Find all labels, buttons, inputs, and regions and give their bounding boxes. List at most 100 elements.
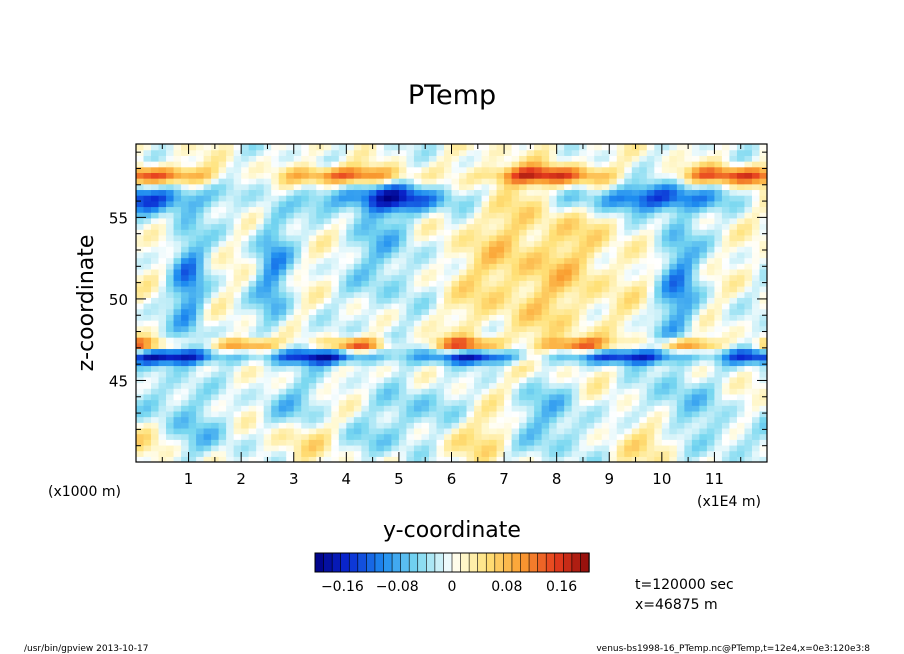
heatmap-cell	[496, 308, 505, 315]
heatmap-cell	[256, 325, 265, 332]
heatmap-cell	[293, 240, 302, 247]
heatmap-cell	[519, 200, 528, 208]
heatmap-cell	[564, 388, 573, 395]
heatmap-cell	[571, 410, 580, 418]
heatmap-cell	[721, 376, 731, 384]
heatmap-cell	[136, 291, 145, 298]
heatmap-cell	[564, 359, 573, 367]
heatmap-cell	[699, 285, 708, 293]
heatmap-cell	[188, 274, 197, 281]
heatmap-cell	[211, 178, 220, 185]
heatmap-cell	[286, 217, 295, 225]
heatmap-cell	[383, 251, 392, 259]
heatmap-cell	[571, 427, 580, 435]
colorbar-swatch	[511, 552, 522, 573]
heatmap-cell	[699, 206, 708, 213]
heatmap-cell	[699, 161, 708, 168]
heatmap-cell	[549, 297, 558, 304]
heatmap-cell	[729, 303, 738, 310]
heatmap-cell	[676, 427, 685, 435]
heatmap-cell	[699, 382, 708, 389]
heatmap-cell	[474, 297, 483, 304]
x-tick-label: 1	[184, 470, 194, 488]
heatmap-cell	[203, 308, 212, 315]
heatmap-cell	[233, 359, 242, 367]
colorbar-swatch	[563, 552, 573, 573]
heatmap-cell	[729, 274, 738, 281]
heatmap-cell	[474, 195, 483, 202]
heatmap-cell	[684, 439, 693, 446]
heatmap-cell	[391, 274, 400, 281]
heatmap-cell	[556, 337, 565, 344]
heatmap-cell	[196, 427, 205, 435]
heatmap-cell	[579, 450, 588, 457]
heatmap-cell	[166, 144, 175, 151]
heatmap-cell	[443, 274, 453, 281]
heatmap-cell	[549, 365, 558, 372]
heatmap-cell	[173, 257, 182, 264]
heatmap-cell	[346, 433, 355, 440]
heatmap-cell	[721, 274, 731, 281]
heatmap-cell	[714, 212, 723, 219]
heatmap-cell	[744, 189, 753, 196]
heatmap-cell	[256, 354, 265, 361]
heatmap-cell	[534, 149, 543, 156]
heatmap-cell	[211, 308, 220, 315]
heatmap-cell	[466, 172, 475, 179]
heatmap-cell	[256, 433, 265, 440]
heatmap-cell	[353, 172, 362, 179]
heatmap-cell	[586, 314, 595, 321]
heatmap-cell	[263, 314, 272, 321]
heatmap-cell	[691, 251, 700, 259]
heatmap-cell	[406, 257, 415, 264]
heatmap-cell	[721, 433, 731, 440]
heatmap-cell	[691, 280, 700, 287]
heatmap-cell	[519, 422, 528, 429]
heatmap-cell	[263, 200, 272, 208]
heatmap-cell	[489, 183, 498, 191]
heatmap-cell	[226, 427, 235, 435]
heatmap-cell	[639, 195, 648, 202]
heatmap-cell	[376, 280, 385, 287]
heatmap-cell	[571, 189, 580, 196]
heatmap-cell	[436, 354, 445, 361]
heatmap-cell	[616, 439, 625, 446]
heatmap-cell	[248, 433, 257, 440]
heatmap-cell	[489, 416, 498, 423]
heatmap-cell	[616, 274, 625, 281]
heatmap-cell	[233, 166, 242, 173]
heatmap-cell	[564, 427, 573, 435]
heatmap-cell	[203, 212, 212, 219]
heatmap-cell	[428, 274, 438, 281]
heatmap-cell	[263, 320, 272, 327]
heatmap-cell	[338, 399, 347, 406]
heatmap-cell	[421, 371, 430, 378]
heatmap-cell	[511, 427, 520, 435]
heatmap-cell	[376, 354, 385, 361]
heatmap-cell	[301, 450, 310, 457]
heatmap-cell	[361, 280, 370, 287]
heatmap-cell	[211, 257, 220, 264]
heatmap-cell	[489, 314, 498, 321]
heatmap-cell	[136, 354, 145, 361]
heatmap-cell	[744, 195, 753, 202]
heatmap-cell	[646, 172, 655, 179]
heatmap-cell	[406, 291, 415, 298]
heatmap-cell	[143, 371, 152, 378]
heatmap-cell	[601, 240, 610, 247]
heatmap-cell	[158, 257, 167, 264]
heatmap-cell	[729, 217, 738, 225]
heatmap-cell	[534, 200, 543, 208]
heatmap-cell	[451, 268, 460, 276]
heatmap-cell	[661, 206, 670, 213]
heatmap-cell	[489, 354, 498, 361]
heatmap-cell	[609, 371, 618, 378]
heatmap-cell	[143, 354, 152, 361]
footer-right: venus-bs1998-16_PTemp.nc@PTemp,t=12e4,x=…	[596, 644, 870, 654]
heatmap-cell	[624, 320, 633, 327]
heatmap-cell	[744, 234, 753, 242]
heatmap-cell	[271, 285, 280, 293]
heatmap-cell	[646, 405, 655, 412]
heatmap-cell	[256, 427, 265, 435]
heatmap-cell	[338, 331, 347, 338]
